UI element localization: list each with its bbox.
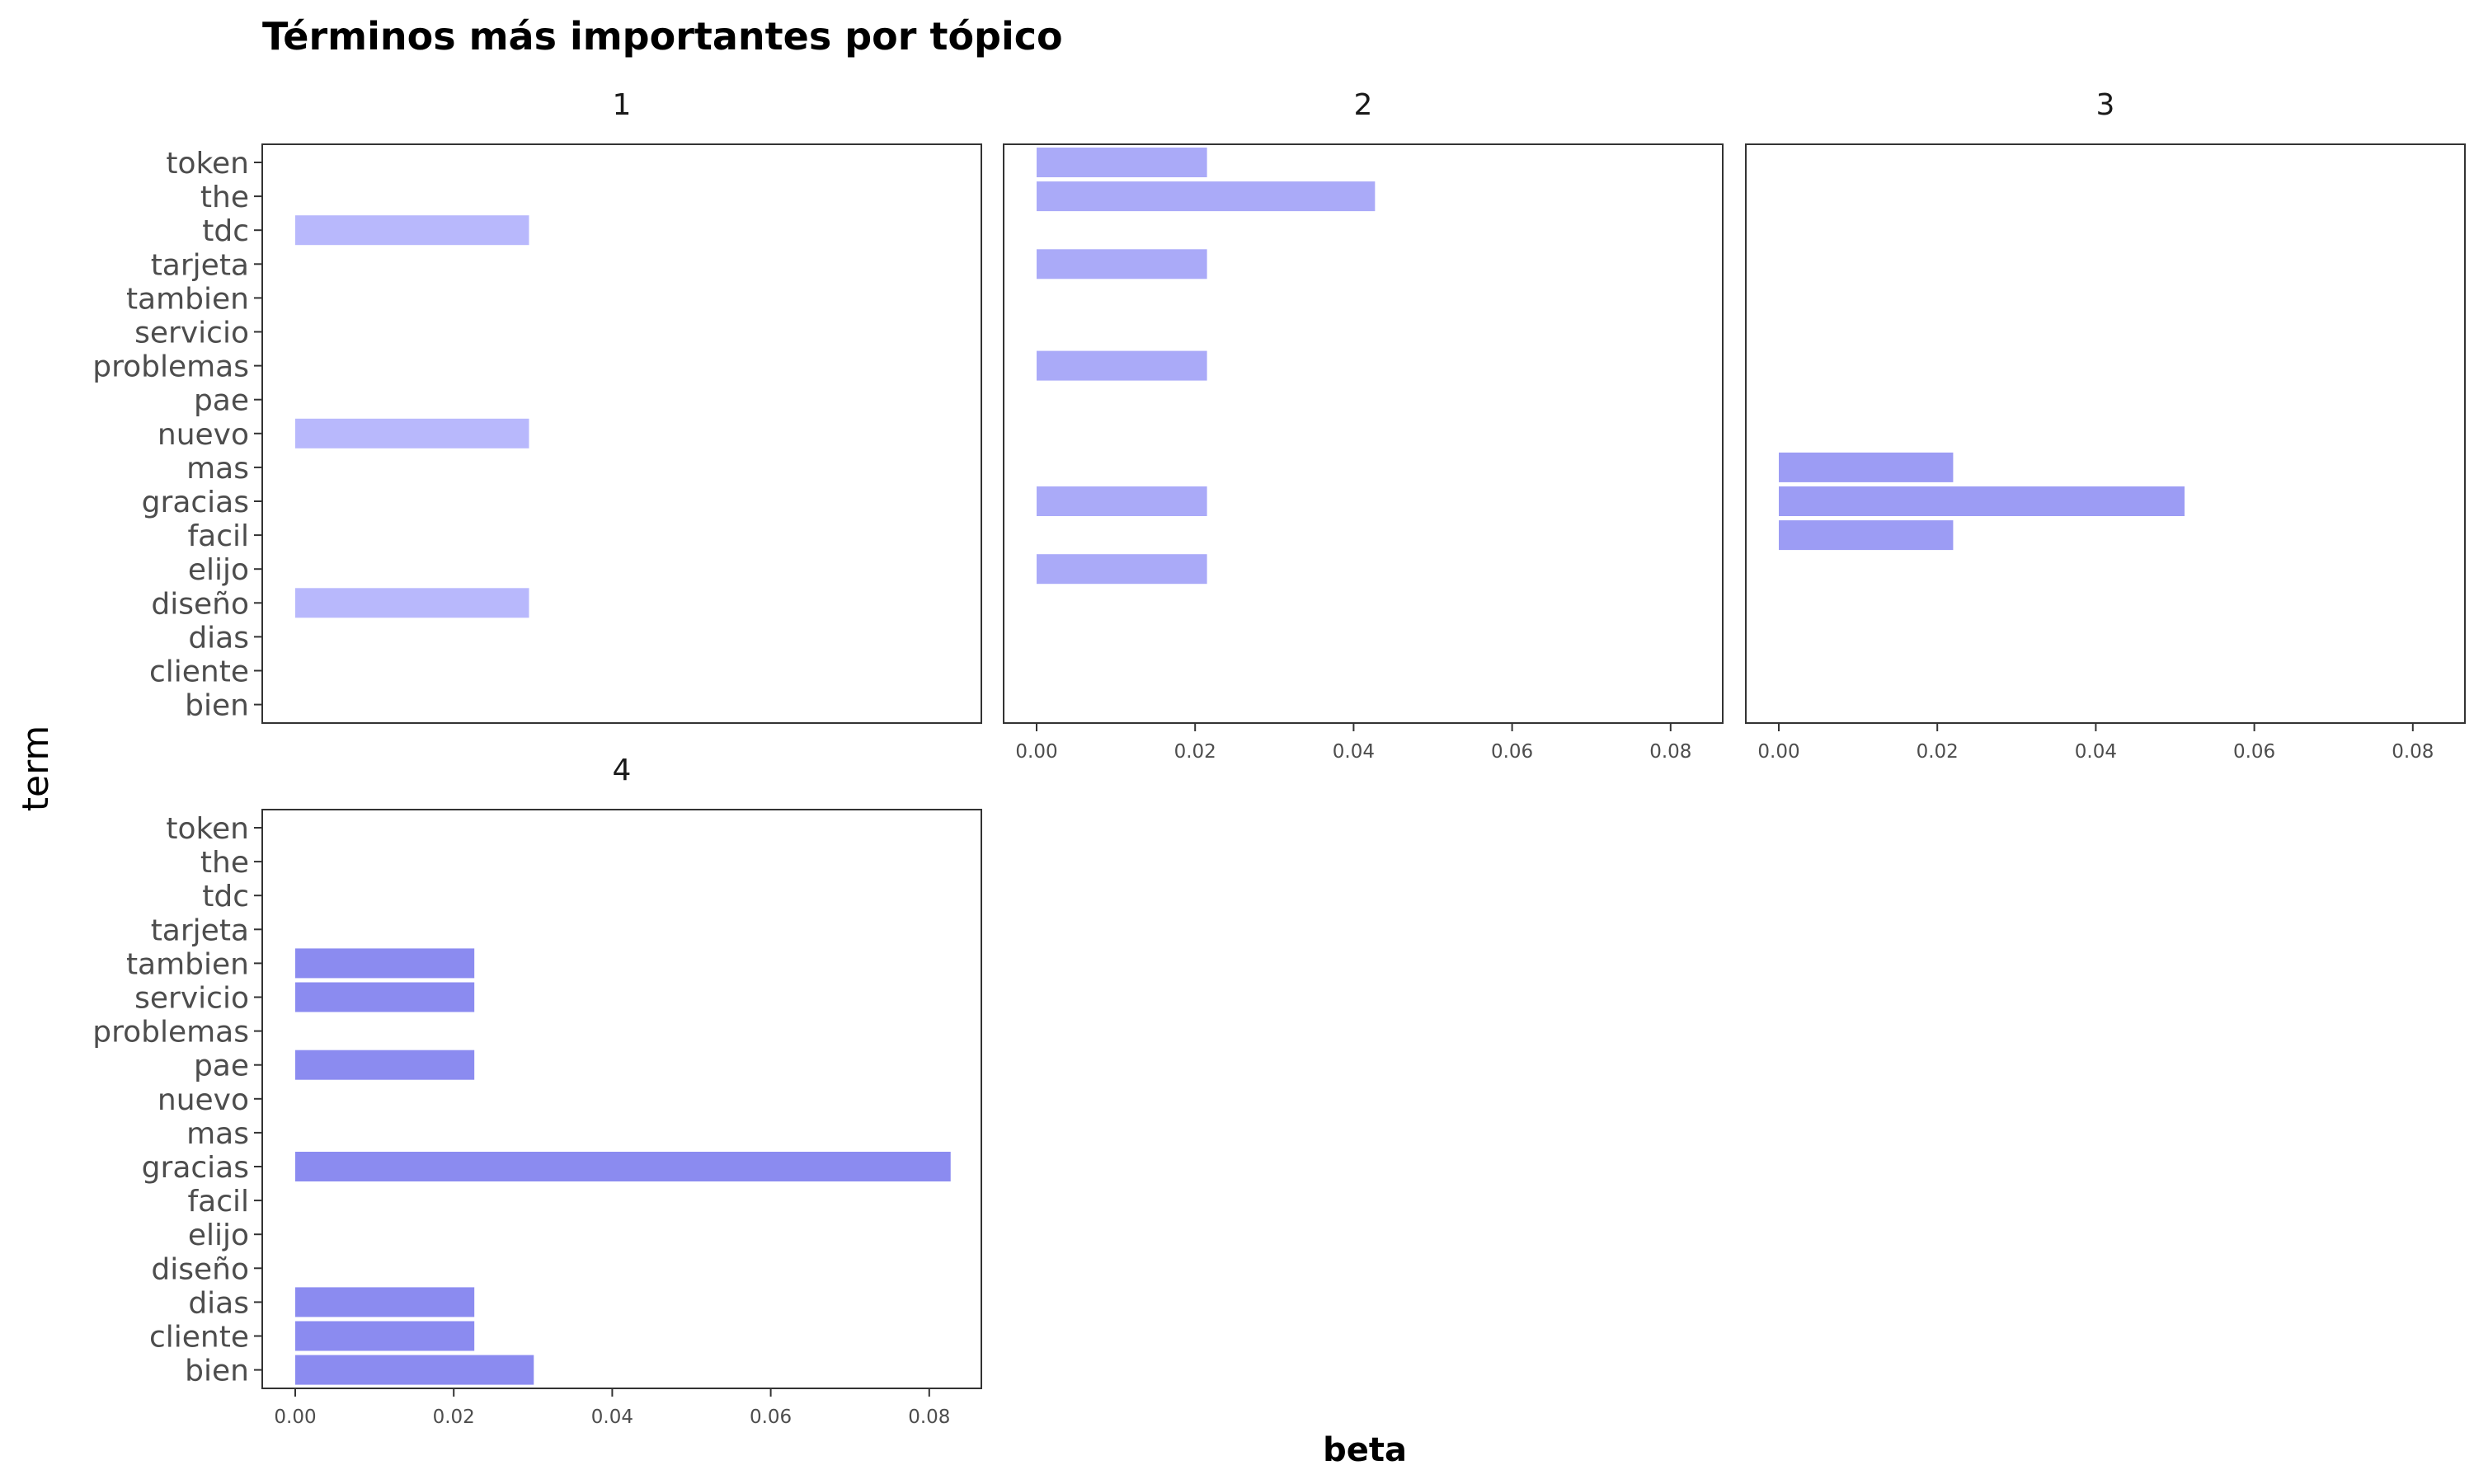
bar-gracias <box>1779 486 2185 516</box>
y-tick-label-dias: dias <box>188 621 249 655</box>
x-tick-label: 0.00 <box>274 1407 316 1428</box>
y-tick-label-bien: bien <box>185 689 249 723</box>
x-tick-label: 0.04 <box>2075 741 2117 763</box>
y-tick-label-nuevo: nuevo <box>158 418 249 452</box>
bar-token <box>1037 148 1207 177</box>
panel-strip-label: 3 <box>2096 88 2115 122</box>
y-tick-label-mas: mas <box>186 452 249 486</box>
y-tick-label-token: token <box>166 812 249 846</box>
y-tick-label-dias: dias <box>188 1286 249 1320</box>
panel-strip-label: 2 <box>1354 88 1373 122</box>
y-tick-label-the: the <box>200 846 249 880</box>
panel-border <box>1745 143 2466 724</box>
bar-dias <box>295 1287 475 1317</box>
y-tick-label-tambien: tambien <box>126 282 249 316</box>
bar-the <box>1037 181 1376 212</box>
bar-facil <box>1779 520 1954 551</box>
x-tick-label: 0.00 <box>1757 741 1799 763</box>
y-tick-label-nuevo: nuevo <box>158 1083 249 1117</box>
y-tick-label-tarjeta: tarjeta <box>151 248 249 282</box>
x-tick-label: 0.08 <box>908 1407 950 1428</box>
bar-gracias <box>295 1152 951 1181</box>
x-tick-label: 0.08 <box>2392 741 2434 763</box>
y-tick-label-tambien: tambien <box>126 947 249 981</box>
y-tick-label-tdc: tdc <box>202 880 249 913</box>
y-tick-label-cliente: cliente <box>149 1321 249 1355</box>
y-tick-label-gracias: gracias <box>142 486 249 519</box>
y-tick-label-problemas: problemas <box>92 350 249 384</box>
bar-bien <box>295 1355 534 1385</box>
y-tick-label-elijo: elijo <box>188 553 249 587</box>
bar-gracias <box>1037 486 1207 516</box>
y-tick-label-servicio: servicio <box>134 982 249 1016</box>
y-tick-label-pae: pae <box>194 384 249 418</box>
x-tick-label: 0.00 <box>1015 741 1057 763</box>
x-tick-label: 0.02 <box>433 1407 475 1428</box>
bar-nuevo <box>295 418 529 448</box>
bar-tambien <box>295 948 475 979</box>
panel-4: 4 tokenthetdctarjetatambienservicioproble… <box>92 754 982 1428</box>
x-tick-label: 0.04 <box>1333 741 1375 763</box>
panel-1: 1 tokenthetdctarjetatambienservicioproble… <box>92 88 982 724</box>
x-tick-label: 0.02 <box>1917 741 1959 763</box>
x-tick-label: 0.04 <box>591 1407 633 1428</box>
y-tick-label-diseño: diseño <box>151 1252 249 1286</box>
panel-strip-label: 1 <box>613 88 632 122</box>
panel-border <box>1003 143 1724 724</box>
bar-tarjeta <box>1037 249 1207 279</box>
bar-mas <box>1779 452 1954 482</box>
bar-diseño <box>295 588 529 618</box>
y-tick-label-facil: facil <box>187 519 249 553</box>
x-tick-label: 0.02 <box>1174 741 1216 763</box>
x-tick-label: 0.08 <box>1649 741 1691 763</box>
panel-strip-label: 4 <box>613 754 632 787</box>
bar-servicio <box>295 982 475 1012</box>
y-tick-label-servicio: servicio <box>134 317 249 350</box>
y-tick-label-diseño: diseño <box>151 587 249 621</box>
y-tick-label-facil: facil <box>187 1185 249 1219</box>
x-axis-label: beta <box>1323 1431 1407 1469</box>
chart-title: Términos más importantes por tópico <box>262 14 1063 59</box>
panel-2: 2 0.00 0.02 0.04 0.06 0.08 <box>1003 88 1724 763</box>
x-tick-label: 0.06 <box>1491 741 1533 763</box>
bar-pae <box>295 1050 475 1080</box>
y-tick-label-mas: mas <box>186 1117 249 1151</box>
y-tick-label-the: the <box>200 181 249 214</box>
y-axis-label: term <box>15 726 57 812</box>
bar-tdc <box>295 215 529 246</box>
y-tick-label-cliente: cliente <box>149 655 249 689</box>
bar-elijo <box>1037 554 1207 585</box>
y-tick-label-tarjeta: tarjeta <box>151 913 249 947</box>
y-tick-label-bien: bien <box>185 1355 249 1388</box>
x-tick-label: 0.06 <box>2233 741 2275 763</box>
y-tick-label-pae: pae <box>194 1050 249 1083</box>
y-tick-label-problemas: problemas <box>92 1016 249 1050</box>
panel-3: 3 0.00 0.02 0.04 0.06 0.08 <box>1745 88 2466 763</box>
x-tick-label: 0.06 <box>750 1407 792 1428</box>
y-tick-label-elijo: elijo <box>188 1219 249 1252</box>
y-tick-label-tdc: tdc <box>202 214 249 248</box>
bar-cliente <box>295 1321 475 1351</box>
y-tick-label-gracias: gracias <box>142 1151 249 1185</box>
y-tick-label-token: token <box>166 147 249 181</box>
panels: 1tokenthetdctarjetatambienservicioproble… <box>92 88 2466 1428</box>
bar-problemas <box>1037 350 1207 381</box>
